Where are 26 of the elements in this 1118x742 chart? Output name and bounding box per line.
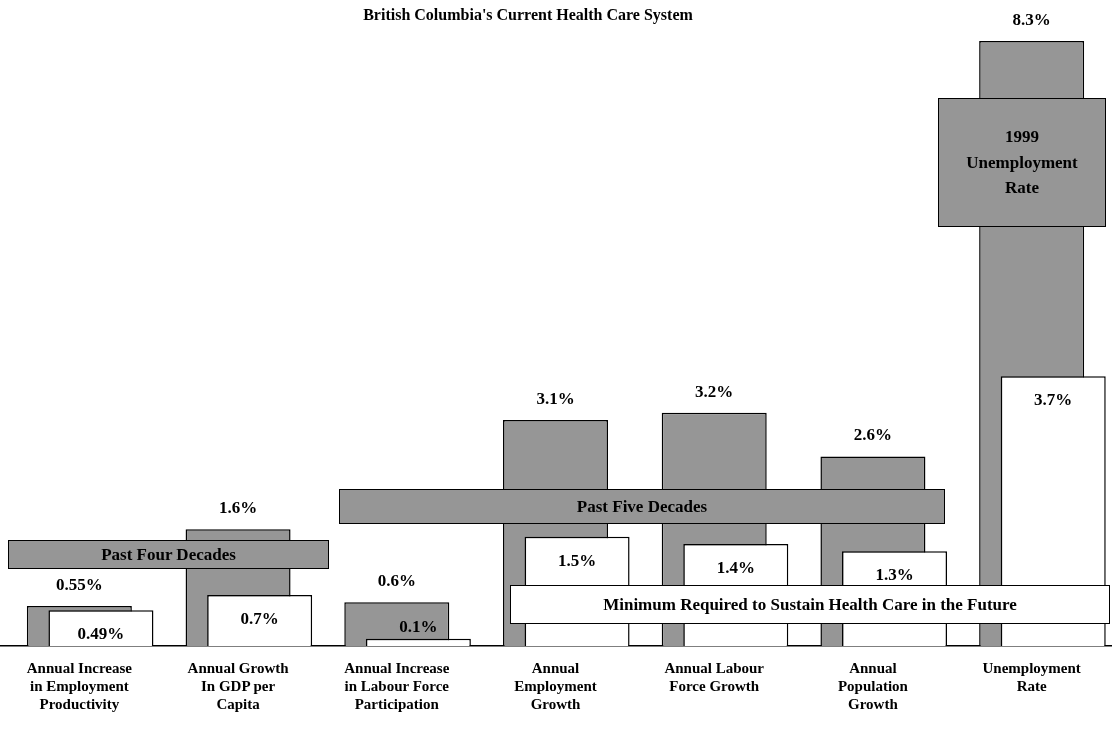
data-label: 0.7% <box>240 608 279 628</box>
x-tick-label: Annual Increase in Labour Force Participation <box>344 659 450 712</box>
data-label: 1.3% <box>875 565 914 585</box>
data-label: 3.1% <box>536 388 575 408</box>
data-label: 8.3% <box>1012 9 1051 29</box>
x-tick-label: Annual Increase in Employment Productivity <box>26 659 133 712</box>
caption-box: Minimum Required to Sustain Health Care in the Future <box>510 585 1110 624</box>
caption-box: 1999 Unemployment Rate <box>938 98 1106 227</box>
data-label: 2.6% <box>853 425 893 445</box>
x-tick-label: Annual Labour Force Growth <box>664 659 765 694</box>
data-label: 1.5% <box>557 550 597 570</box>
x-tick-label: Unemployment Rate <box>982 659 1081 694</box>
chart-title: British Columbia's Current Health Care System <box>362 6 694 24</box>
x-tick-label: Annual Growth In GDP per Capita <box>187 659 290 712</box>
data-label: 0.55% <box>55 574 103 594</box>
data-label: 0.49% <box>77 624 125 644</box>
caption-box: Past Five Decades <box>339 489 945 524</box>
data-label: 0.1% <box>399 616 438 636</box>
data-label: 3.2% <box>695 381 734 401</box>
data-label: 1.4% <box>716 557 755 577</box>
x-tick-label: Annual Employment Growth <box>514 659 597 712</box>
caption-box: Past Four Decades <box>8 540 329 569</box>
data-label: 1.6% <box>218 498 258 518</box>
x-tick-label: Annual Population Growth <box>837 659 909 712</box>
data-label: 0.6% <box>377 571 416 591</box>
data-label: 3.7% <box>1034 390 1073 410</box>
